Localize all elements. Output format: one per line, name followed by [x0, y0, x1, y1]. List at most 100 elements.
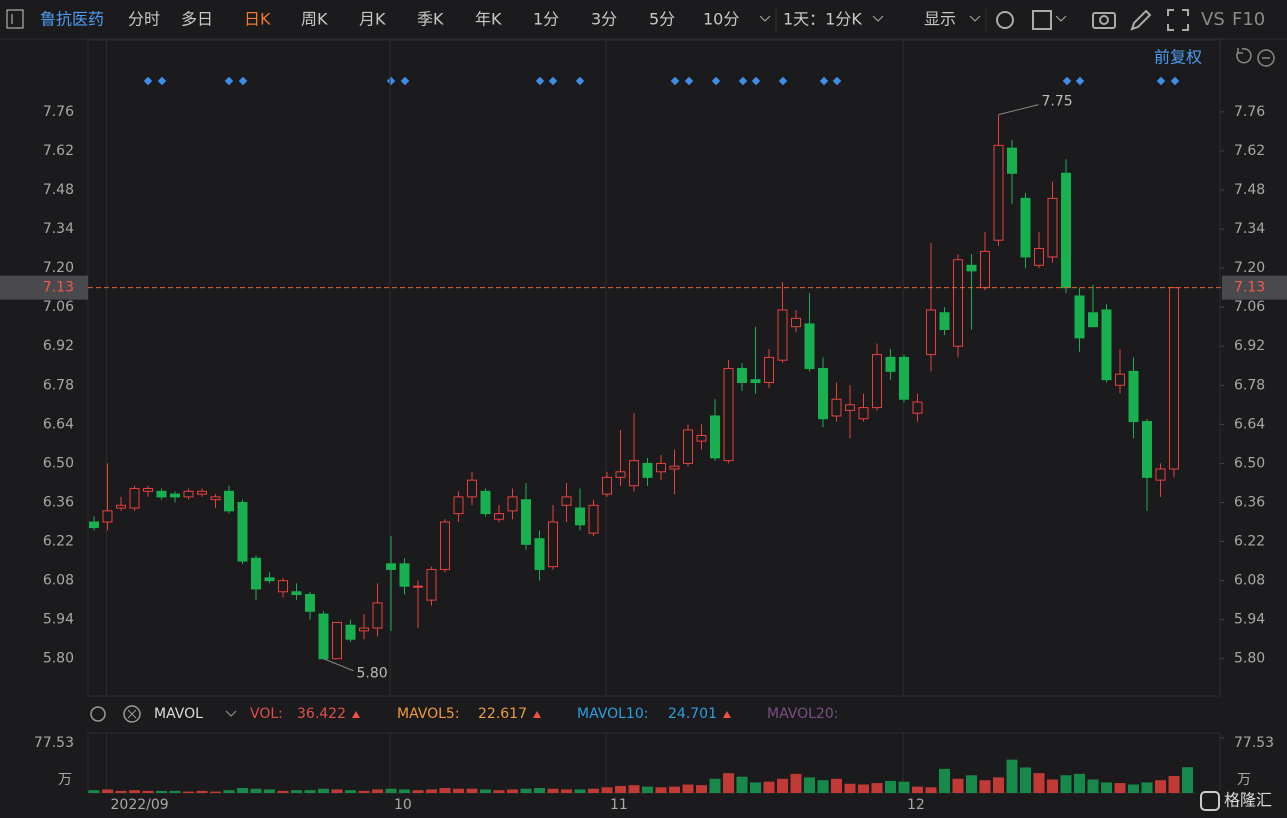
- f10-button[interactable]: F10: [1232, 9, 1265, 30]
- candle-body: [953, 259, 963, 347]
- volume-bar: [898, 781, 910, 793]
- volume-bar: [790, 773, 802, 793]
- candle-body: [1047, 197, 1058, 258]
- period-tab[interactable]: 年K: [475, 10, 502, 29]
- volume-bar: [952, 778, 964, 793]
- stock-name[interactable]: 鲁抗医药: [40, 10, 104, 29]
- event-marker[interactable]: [386, 76, 396, 86]
- y-tick-label: 7.76: [43, 104, 74, 120]
- y-tick-label: 6.50: [43, 455, 74, 471]
- current-price-label: 7.13: [43, 280, 74, 296]
- volume-bar: [1128, 784, 1139, 793]
- y-tick-label-right: 6.50: [1234, 455, 1265, 471]
- volume-bar: [1114, 783, 1126, 793]
- legend-settings[interactable]: [90, 706, 106, 722]
- pencil-icon[interactable]: [1130, 9, 1152, 31]
- settings-icon[interactable]: [996, 11, 1014, 29]
- period-tab[interactable]: 1分: [533, 10, 559, 29]
- period-tab[interactable]: 多日: [181, 10, 213, 29]
- display-menu[interactable]: 显示: [924, 10, 956, 29]
- adjust-mode[interactable]: 前复权: [1154, 48, 1202, 67]
- legend-title: MAVOL: [154, 706, 203, 722]
- candle-body: [683, 429, 693, 464]
- volume-bar: [426, 789, 437, 793]
- y-tick-label-right: 6.64: [1234, 416, 1265, 432]
- candle-body: [777, 309, 788, 361]
- event-marker[interactable]: [400, 76, 410, 86]
- price-panel: [87, 39, 1221, 697]
- legend-close[interactable]: [123, 705, 141, 723]
- event-marker[interactable]: [157, 76, 167, 86]
- vs-button[interactable]: VS: [1201, 9, 1225, 30]
- square-icon[interactable]: [1032, 10, 1052, 30]
- event-marker[interactable]: [224, 76, 234, 86]
- y-tick-label: 6.22: [43, 534, 74, 550]
- candle-body: [440, 521, 450, 570]
- menu-icon[interactable]: [6, 9, 24, 29]
- volume-bar: [574, 789, 586, 793]
- event-marker[interactable]: [143, 76, 153, 86]
- volume-bar: [142, 790, 154, 793]
- volume-bar: [709, 778, 721, 793]
- max-pointer: [998, 104, 1039, 116]
- volume-bar: [345, 790, 356, 793]
- y-tick-label: 7.48: [43, 182, 74, 198]
- min-label: 5.80: [357, 666, 388, 682]
- candle-body: [872, 354, 882, 409]
- volume-bar: [844, 783, 856, 793]
- candle-body: [656, 462, 666, 473]
- y-tick-label: 7.34: [43, 221, 74, 237]
- period-select[interactable]: 1天：1分K: [783, 10, 862, 29]
- volume-bar: [1182, 767, 1193, 793]
- candle-body: [1169, 287, 1179, 470]
- period-tab[interactable]: 季K: [417, 10, 444, 29]
- x-tick-label: 11: [610, 797, 628, 813]
- candle-body: [818, 368, 828, 420]
- y-tick-label-right: 7.20: [1234, 260, 1265, 276]
- candle-body: [1007, 147, 1017, 174]
- legend-value: 36.422: [297, 706, 346, 722]
- volume-bar: [399, 789, 410, 793]
- volume-bar: [1101, 782, 1112, 793]
- event-marker[interactable]: [238, 76, 248, 86]
- candle-body: [102, 510, 113, 523]
- watermark: 格隆汇: [1224, 791, 1272, 810]
- volume-bar: [1155, 780, 1166, 793]
- volume-bar: [358, 790, 370, 793]
- volume-bar: [439, 788, 451, 793]
- y-tick-label-right: 6.22: [1234, 534, 1265, 550]
- reset-icon[interactable]: [1236, 47, 1252, 64]
- volume-tick-label: 77.53: [34, 735, 74, 751]
- legend-name: MAVOL20:: [767, 706, 838, 722]
- candle-body: [885, 356, 896, 372]
- expand-icon[interactable]: [1167, 9, 1189, 31]
- volume-tick-label-right: 77.53: [1234, 735, 1274, 751]
- camera-icon[interactable]: [1092, 12, 1116, 29]
- period-tab[interactable]: 月K: [359, 10, 386, 29]
- volume-bar: [912, 786, 923, 793]
- volume-bar: [939, 768, 950, 793]
- candle-body: [804, 323, 815, 370]
- trend-arrow: [352, 711, 360, 718]
- candle-body: [494, 513, 504, 520]
- period-tab[interactable]: 5分: [649, 10, 675, 29]
- volume-bar: [628, 785, 640, 793]
- price-tag-bg: [0, 275, 88, 300]
- volume-bar: [858, 784, 869, 793]
- volume-bar: [804, 777, 815, 793]
- period-tab[interactable]: 日K: [244, 10, 271, 29]
- volume-bar: [196, 790, 208, 793]
- period-tab[interactable]: 10分: [703, 10, 739, 29]
- zoom-out-icon[interactable]: [1257, 49, 1275, 67]
- candle-body: [197, 490, 207, 495]
- candle-body: [453, 496, 464, 515]
- volume-bar: [156, 790, 167, 793]
- volume-bar: [372, 789, 383, 793]
- period-tab[interactable]: 分时: [128, 10, 160, 29]
- volume-bar: [750, 782, 761, 793]
- candle-body: [345, 624, 356, 640]
- period-tab[interactable]: 周K: [301, 10, 328, 29]
- candle-body: [696, 435, 707, 442]
- volume-bar: [318, 788, 329, 793]
- period-tab[interactable]: 3分: [591, 10, 617, 29]
